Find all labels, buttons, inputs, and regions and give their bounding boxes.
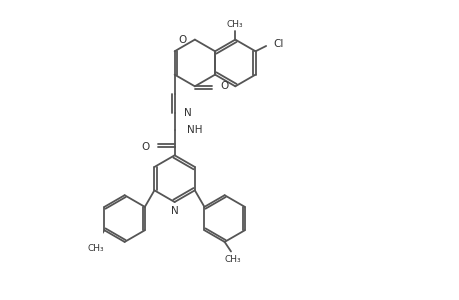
Text: CH₃: CH₃ [224, 256, 241, 265]
Text: Cl: Cl [273, 39, 284, 49]
Text: CH₃: CH₃ [226, 20, 243, 29]
Text: NH: NH [187, 125, 202, 135]
Text: O: O [178, 34, 186, 45]
Text: N: N [184, 108, 191, 118]
Text: O: O [140, 142, 149, 152]
Text: N: N [170, 206, 178, 215]
Text: CH₃: CH₃ [87, 244, 104, 253]
Text: O: O [220, 81, 228, 91]
